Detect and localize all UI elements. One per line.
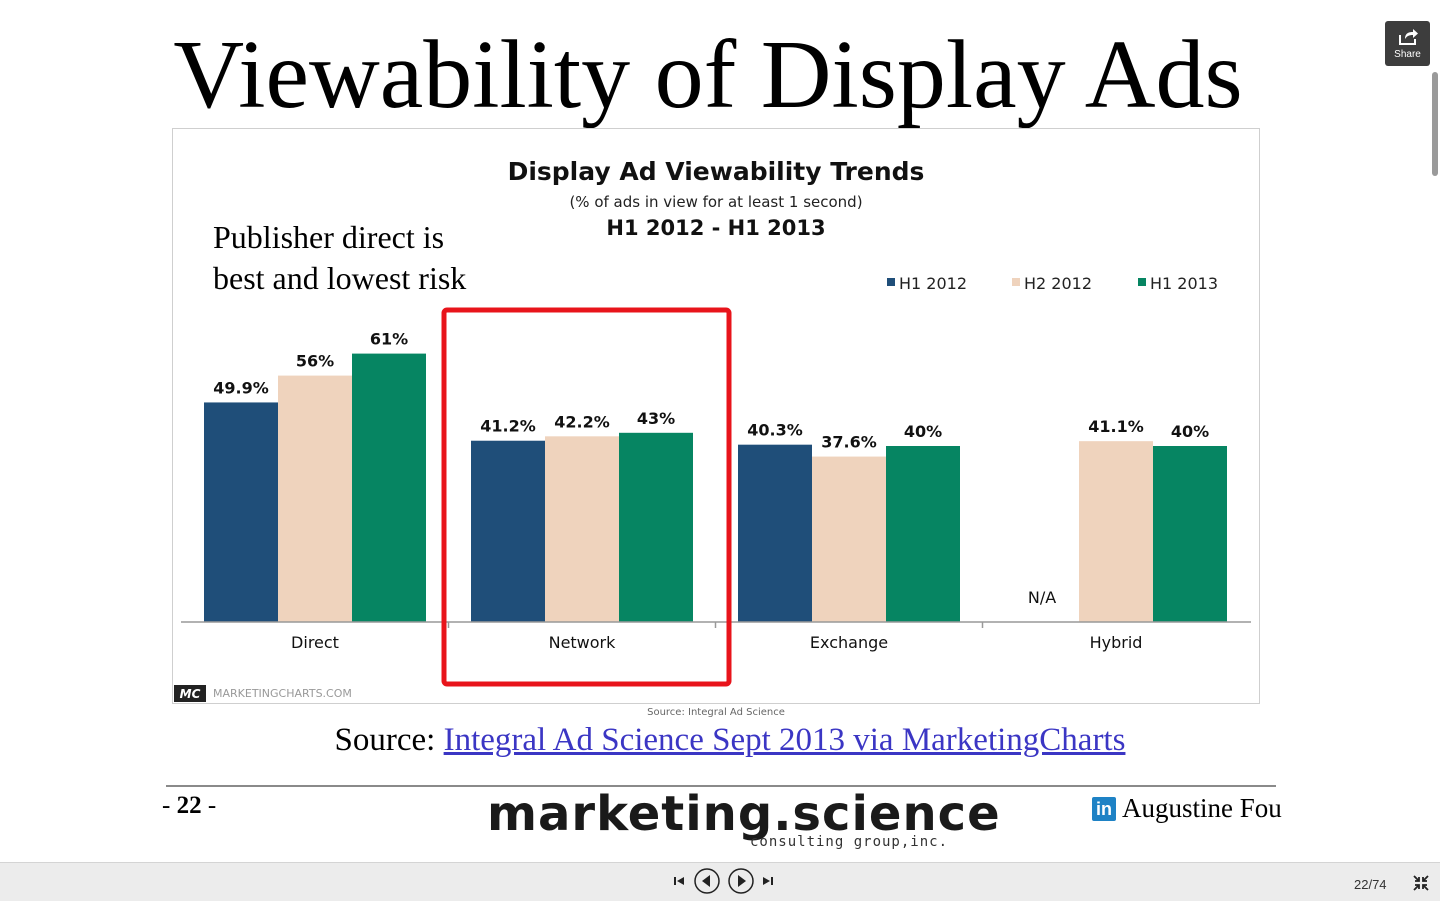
chart-period: H1 2012 - H1 2013 — [606, 216, 825, 240]
first-slide-icon[interactable] — [672, 874, 686, 888]
legend-swatch-h2-2012 — [1012, 278, 1020, 286]
legend-swatch-h1-2012 — [887, 278, 895, 286]
data-label-hybrid-h1-2012: N/A — [1028, 588, 1056, 607]
slide-counter: 22/74 — [1354, 877, 1387, 892]
page-number: - 22 - — [162, 792, 217, 819]
bar-exchange-h1-2012 — [738, 444, 812, 622]
share-button[interactable]: Share — [1385, 21, 1430, 66]
last-slide-icon[interactable] — [761, 874, 775, 888]
previous-slide-icon[interactable] — [693, 867, 721, 895]
page-number-value: 22 — [176, 792, 202, 819]
data-label-direct-h2-2012: 56% — [296, 352, 334, 371]
category-label-exchange: Exchange — [810, 633, 888, 652]
chart-source-note: Source: Integral Ad Science — [647, 707, 785, 718]
legend-label-h1-2012: H1 2012 — [899, 274, 967, 293]
bar-direct-h1-2012 — [204, 402, 278, 622]
linkedin-icon[interactable]: in — [1092, 797, 1116, 821]
data-label-network-h1-2012: 41.2% — [480, 417, 536, 436]
source-prefix: Source: — [334, 722, 444, 758]
bar-network-h1-2013 — [619, 432, 693, 622]
watermark: MARKETINGCHARTS.COM — [213, 687, 352, 700]
bar-direct-h1-2013 — [352, 353, 426, 622]
x-axis-ticks — [447, 622, 984, 628]
category-label-network: Network — [549, 633, 617, 652]
bar-network-h2-2012 — [545, 436, 619, 622]
next-slide-icon[interactable] — [727, 867, 755, 895]
chart-subtitle: (% of ads in view for at least 1 second) — [569, 193, 862, 211]
bar-direct-h2-2012 — [278, 375, 352, 622]
scrollbar-thumb[interactable] — [1432, 72, 1438, 176]
slide-title: Viewability of Display Ads — [173, 21, 1243, 129]
bar-hybrid-h2-2012 — [1079, 441, 1153, 622]
player-controls: 22/74 — [0, 862, 1440, 901]
brand-logo: marketing.science — [487, 786, 1001, 842]
source-link[interactable]: Integral Ad Science Sept 2013 via Market… — [443, 722, 1126, 758]
bar-exchange-h2-2012 — [812, 456, 886, 622]
x-axis-labels: Direct Network Exchange Hybrid — [291, 633, 1142, 652]
legend-label-h1-2013: H1 2013 — [1150, 274, 1218, 293]
bar-exchange-h1-2013 — [886, 446, 960, 622]
chart: Display Ad Viewability Trends (% of ads … — [174, 157, 1251, 718]
share-icon — [1399, 29, 1418, 45]
mc-logo — [174, 685, 206, 702]
data-label-direct-h1-2012: 49.9% — [213, 378, 269, 397]
chart-legend: H1 2012 H2 2012 H1 2013 — [887, 274, 1218, 293]
mc-logo-text: MC — [180, 687, 201, 701]
author: in Augustine Fou — [1092, 793, 1282, 824]
chart-title: Display Ad Viewability Trends — [508, 157, 925, 186]
footer-divider — [166, 785, 1276, 787]
bar-network-h1-2012 — [471, 440, 545, 622]
author-name: Augustine Fou — [1122, 793, 1282, 823]
data-label-hybrid-h1-2013: 40% — [1171, 422, 1209, 441]
data-label-exchange-h1-2013: 40% — [904, 422, 942, 441]
data-label-direct-h1-2013: 61% — [370, 330, 408, 349]
bar-hybrid-h1-2013 — [1153, 446, 1227, 622]
data-label-exchange-h1-2012: 40.3% — [747, 421, 803, 440]
exit-fullscreen-icon[interactable] — [1412, 874, 1430, 892]
category-label-direct: Direct — [291, 633, 339, 652]
brand-subtitle: consulting group,inc. — [750, 834, 949, 850]
data-label-network-h1-2013: 43% — [637, 409, 675, 428]
legend-swatch-h1-2013 — [1138, 278, 1146, 286]
category-label-hybrid: Hybrid — [1090, 633, 1143, 652]
legend-label-h2-2012: H2 2012 — [1024, 274, 1092, 293]
annotation-text: Publisher direct is best and lowest risk — [213, 219, 467, 296]
share-label: Share — [1394, 49, 1421, 60]
data-label-network-h2-2012: 42.2% — [554, 412, 610, 431]
data-label-hybrid-h2-2012: 41.1% — [1088, 417, 1144, 436]
chart-bars: 49.9% 56% 61% 41.2% 42.2% 43% 40.3% 37.6% 40% N/A… — [204, 330, 1227, 622]
network-highlight-box — [441, 307, 732, 687]
data-label-exchange-h2-2012: 37.6% — [821, 433, 877, 452]
source-line: Source: Integral Ad Science Sept 2013 vi… — [0, 722, 1440, 759]
